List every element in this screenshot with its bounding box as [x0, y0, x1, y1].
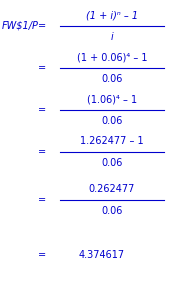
Text: 0.06: 0.06 [101, 116, 123, 126]
Text: (1.06)⁴ – 1: (1.06)⁴ – 1 [87, 94, 137, 104]
Text: 1.262477 – 1: 1.262477 – 1 [80, 136, 144, 146]
Text: =: = [38, 21, 46, 31]
Text: i: i [111, 32, 113, 42]
Text: 0.262477: 0.262477 [89, 184, 135, 194]
Text: 4.374617: 4.374617 [79, 250, 125, 260]
Text: =: = [38, 105, 46, 115]
Text: =: = [38, 63, 46, 73]
Text: 0.06: 0.06 [101, 158, 123, 168]
Text: =: = [38, 250, 46, 260]
Text: =: = [38, 147, 46, 157]
Text: 0.06: 0.06 [101, 74, 123, 84]
Text: =: = [38, 195, 46, 205]
Text: (1 + 0.06)⁴ – 1: (1 + 0.06)⁴ – 1 [77, 52, 147, 62]
Text: (1 + i)ⁿ – 1: (1 + i)ⁿ – 1 [86, 10, 138, 20]
Text: FW$1/P: FW$1/P [2, 21, 39, 31]
Text: 0.06: 0.06 [101, 206, 123, 216]
